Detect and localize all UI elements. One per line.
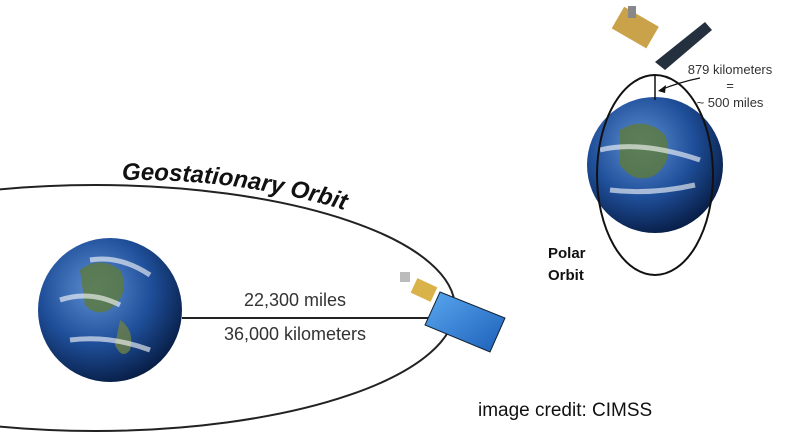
polar-arrow-head: [658, 85, 666, 93]
geo-satellite: [400, 272, 506, 353]
polar-title-2: Orbit: [548, 267, 584, 284]
earth-left: [38, 238, 182, 382]
polar-km: 879 kilometers: [688, 62, 773, 77]
polar-miles: ~ 500 miles: [697, 95, 764, 110]
geo-miles: 22,300 miles: [244, 290, 346, 310]
geo-km: 36,000 kilometers: [224, 324, 366, 344]
polar-satellite: [611, 6, 712, 70]
polar-title-1: Polar: [548, 245, 586, 262]
earth-right: [587, 97, 723, 233]
image-credit: image credit: CIMSS: [478, 400, 652, 421]
polar-equals: =: [726, 78, 734, 93]
